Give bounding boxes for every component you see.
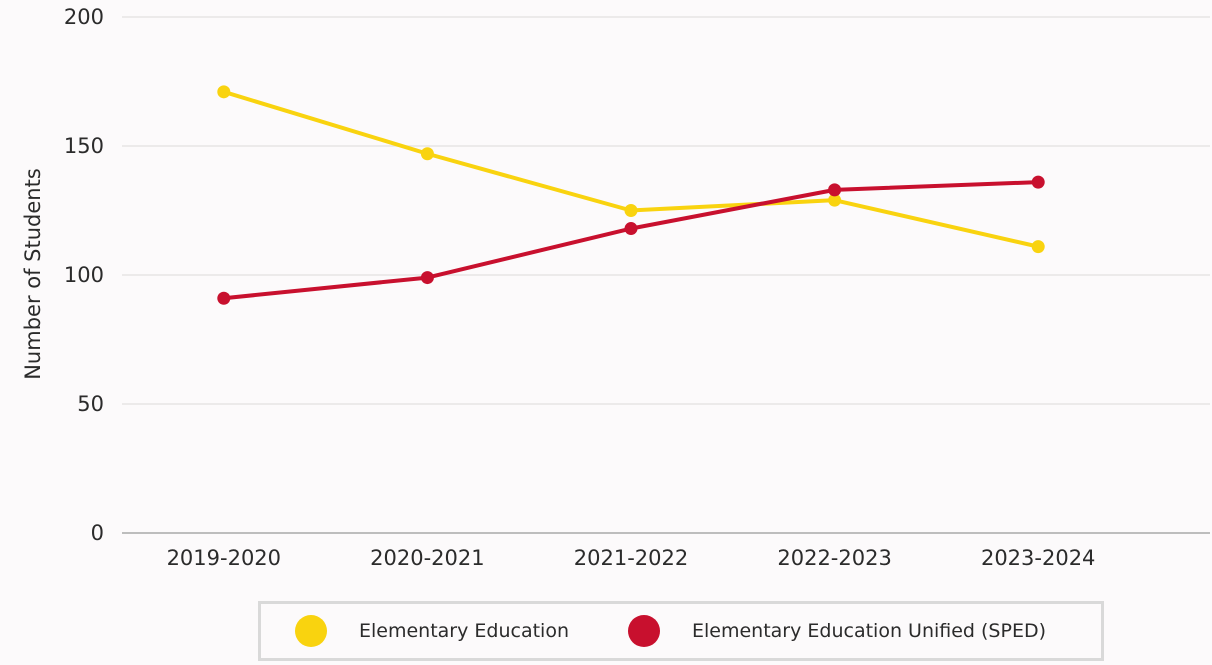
data-point-elementary-education[interactable] (624, 204, 638, 217)
legend-label: Elementary Education (359, 620, 569, 642)
legend-item-elementary-education-unified-sped[interactable]: Elementary Education Unified (SPED) (628, 604, 1046, 658)
x-tick-label: 2019-2020 (167, 546, 281, 570)
data-point-elementary-education-unified-sped[interactable] (624, 222, 638, 236)
x-tick-label: 2021-2022 (574, 546, 688, 570)
data-point-elementary-education[interactable] (420, 147, 434, 161)
legend: Elementary Education Elementary Educatio… (258, 601, 1104, 661)
data-point-elementary-education-unified-sped[interactable] (217, 291, 231, 305)
data-point-elementary-education[interactable] (828, 193, 842, 207)
y-tick-label: 50 (77, 392, 104, 416)
legend-swatch-elementary-education (295, 615, 327, 647)
data-point-elementary-education-unified-sped[interactable] (1031, 175, 1045, 189)
legend-swatch-elementary-education-unified-sped (628, 615, 660, 647)
y-tick-label: 150 (64, 134, 104, 158)
y-tick-label: 0 (91, 521, 104, 545)
series-elementary-education (217, 85, 1045, 254)
y-tick-label: 100 (64, 263, 104, 287)
legend-label: Elementary Education Unified (SPED) (692, 620, 1046, 642)
data-point-elementary-education[interactable] (217, 85, 231, 99)
x-tick-label: 2023-2024 (981, 546, 1095, 570)
gridlines (122, 16, 1210, 534)
series-elementary-education-unified-sped (217, 175, 1045, 305)
y-tick-label: 200 (64, 5, 104, 29)
x-tick-label: 2020-2021 (370, 546, 484, 570)
series-line-elementary-education-unified-sped (221, 180, 1041, 301)
data-point-elementary-education[interactable] (1031, 240, 1045, 254)
series-layer (217, 85, 1045, 305)
data-point-elementary-education-unified-sped[interactable] (420, 271, 434, 285)
legend-item-elementary-education[interactable]: Elementary Education (295, 604, 569, 658)
line-chart: 0 50 100 150 200 2019-2020 2020-2021 2021-2022 2… (21, 5, 1210, 570)
data-point-elementary-education-unified-sped[interactable] (828, 183, 842, 197)
x-tick-label: 2022-2023 (777, 546, 891, 570)
axis-ticks: 0 50 100 150 200 2019-2020 2020-2021 2021-2022 2… (64, 5, 1096, 570)
y-axis-title: Number of Students (21, 168, 45, 380)
